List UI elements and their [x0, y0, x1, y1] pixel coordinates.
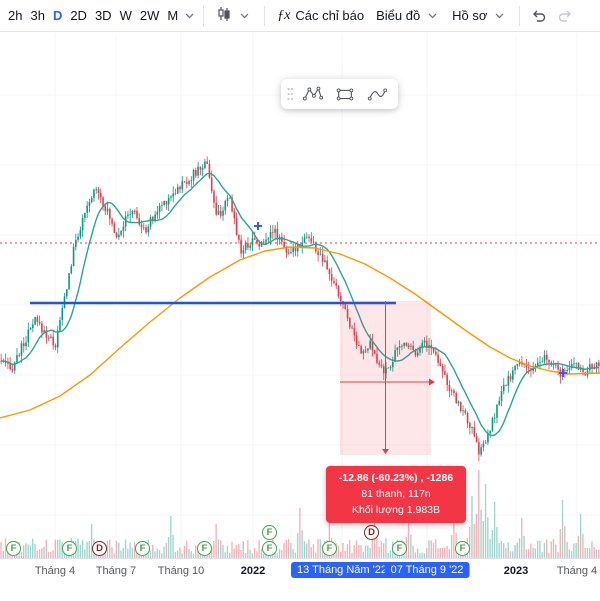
measure-volume-text: Khối lượng 1.983B — [351, 503, 441, 516]
event-marker-f[interactable]: F — [62, 541, 77, 556]
candlestick-icon — [216, 6, 232, 25]
timeframe-button-d[interactable]: D — [49, 4, 66, 27]
undo-icon — [533, 10, 546, 22]
measure-tooltip: -12.86 (-60.23%) , -1286 81 thanh, 117n … — [326, 466, 466, 524]
measure-arrowhead-right — [429, 378, 435, 386]
measure-change-text: -12.86 (-60.23%) , -1286 — [338, 472, 454, 484]
pattern-tool-button[interactable] — [297, 81, 329, 107]
profile-button[interactable]: Hồ sơ — [446, 4, 513, 27]
chevron-down-icon — [492, 13, 507, 19]
volume-bars — [0, 470, 600, 558]
event-marker-f[interactable]: F — [262, 525, 277, 540]
drag-handle-icon[interactable] — [283, 85, 297, 103]
event-marker-f[interactable]: F — [392, 541, 407, 556]
selected-date-badge[interactable]: 07 Tháng 9 '22 — [384, 562, 470, 578]
timeframe-group: 2h 3h D 2D 3D W 2W M — [4, 4, 182, 27]
event-marker-f[interactable]: F — [135, 541, 150, 556]
fx-icon: ƒx — [277, 7, 291, 23]
event-marker-f[interactable]: F — [455, 541, 470, 556]
timeframe-button-m[interactable]: M — [163, 4, 182, 27]
chart-type-button[interactable] — [210, 2, 258, 29]
measure-arrowhead-down — [382, 449, 389, 454]
undo-button[interactable] — [526, 5, 552, 27]
time-axis-label: Tháng 4 — [556, 565, 598, 577]
candlesticks — [0, 156, 600, 462]
indicators-button[interactable]: ƒx Các chỉ báo — [271, 4, 370, 28]
ma-fast-line[interactable] — [1, 172, 599, 437]
time-axis-label: Tháng 10 — [157, 565, 205, 577]
redo-icon — [559, 10, 572, 22]
ma-slow-line[interactable] — [0, 246, 600, 419]
chevron-down-icon — [425, 13, 440, 19]
grid-lines — [0, 33, 600, 558]
time-axis[interactable]: Tháng 4 Tháng 7 Tháng 10 2022 2023 Tháng 4 13 … — [0, 558, 600, 601]
redo-button[interactable] — [552, 5, 578, 27]
timeframe-button-3h[interactable]: 3h — [26, 4, 48, 27]
time-axis-label: Tháng 7 — [95, 565, 137, 577]
time-axis-label: 2022 — [240, 565, 266, 577]
time-axis-label: Tháng 4 — [34, 565, 76, 577]
toolbar-separator — [519, 5, 521, 26]
toolbar-separator — [203, 5, 205, 26]
event-marker-d[interactable]: D — [364, 525, 379, 540]
polygon-tool-icon — [336, 88, 354, 101]
layout-button[interactable]: Biểu đồ — [370, 4, 446, 27]
selected-date-badge[interactable]: 13 Tháng Năm '22 — [291, 562, 393, 578]
top-toolbar: 2h 3h D 2D 3D W 2W M ƒx Các chỉ báo Biểu đồ — [0, 0, 600, 32]
event-marker-f[interactable]: F — [197, 541, 212, 556]
pattern-tool-icon — [303, 86, 323, 101]
toolbar-separator — [264, 5, 266, 26]
event-marker-f[interactable]: F — [322, 541, 337, 556]
polygon-tool-button[interactable] — [329, 81, 361, 107]
event-marker-d[interactable]: D — [92, 541, 107, 556]
timeframe-button-w[interactable]: W — [116, 4, 136, 27]
indicators-label: Các chỉ báo — [295, 8, 365, 23]
chevron-down-icon — [237, 13, 252, 19]
curve-tool-button[interactable] — [361, 81, 393, 107]
curve-tool-icon — [367, 88, 387, 101]
time-axis-label: 2023 — [503, 565, 529, 577]
timeframe-expand-chevron-icon[interactable] — [182, 13, 197, 19]
timeframe-button-2w[interactable]: 2W — [136, 4, 164, 27]
timeframe-button-2d[interactable]: 2D — [66, 4, 91, 27]
profile-label: Hồ sơ — [452, 8, 488, 23]
timeframe-button-3d[interactable]: 3D — [91, 4, 116, 27]
layout-label: Biểu đồ — [376, 8, 421, 23]
drawing-floating-toolbar — [281, 79, 398, 109]
event-marker-f[interactable]: F — [262, 541, 277, 556]
measure-bars-text: 81 thanh, 117n — [361, 487, 431, 500]
event-marker-f[interactable]: F — [6, 541, 21, 556]
timeframe-button-2h[interactable]: 2h — [4, 4, 26, 27]
